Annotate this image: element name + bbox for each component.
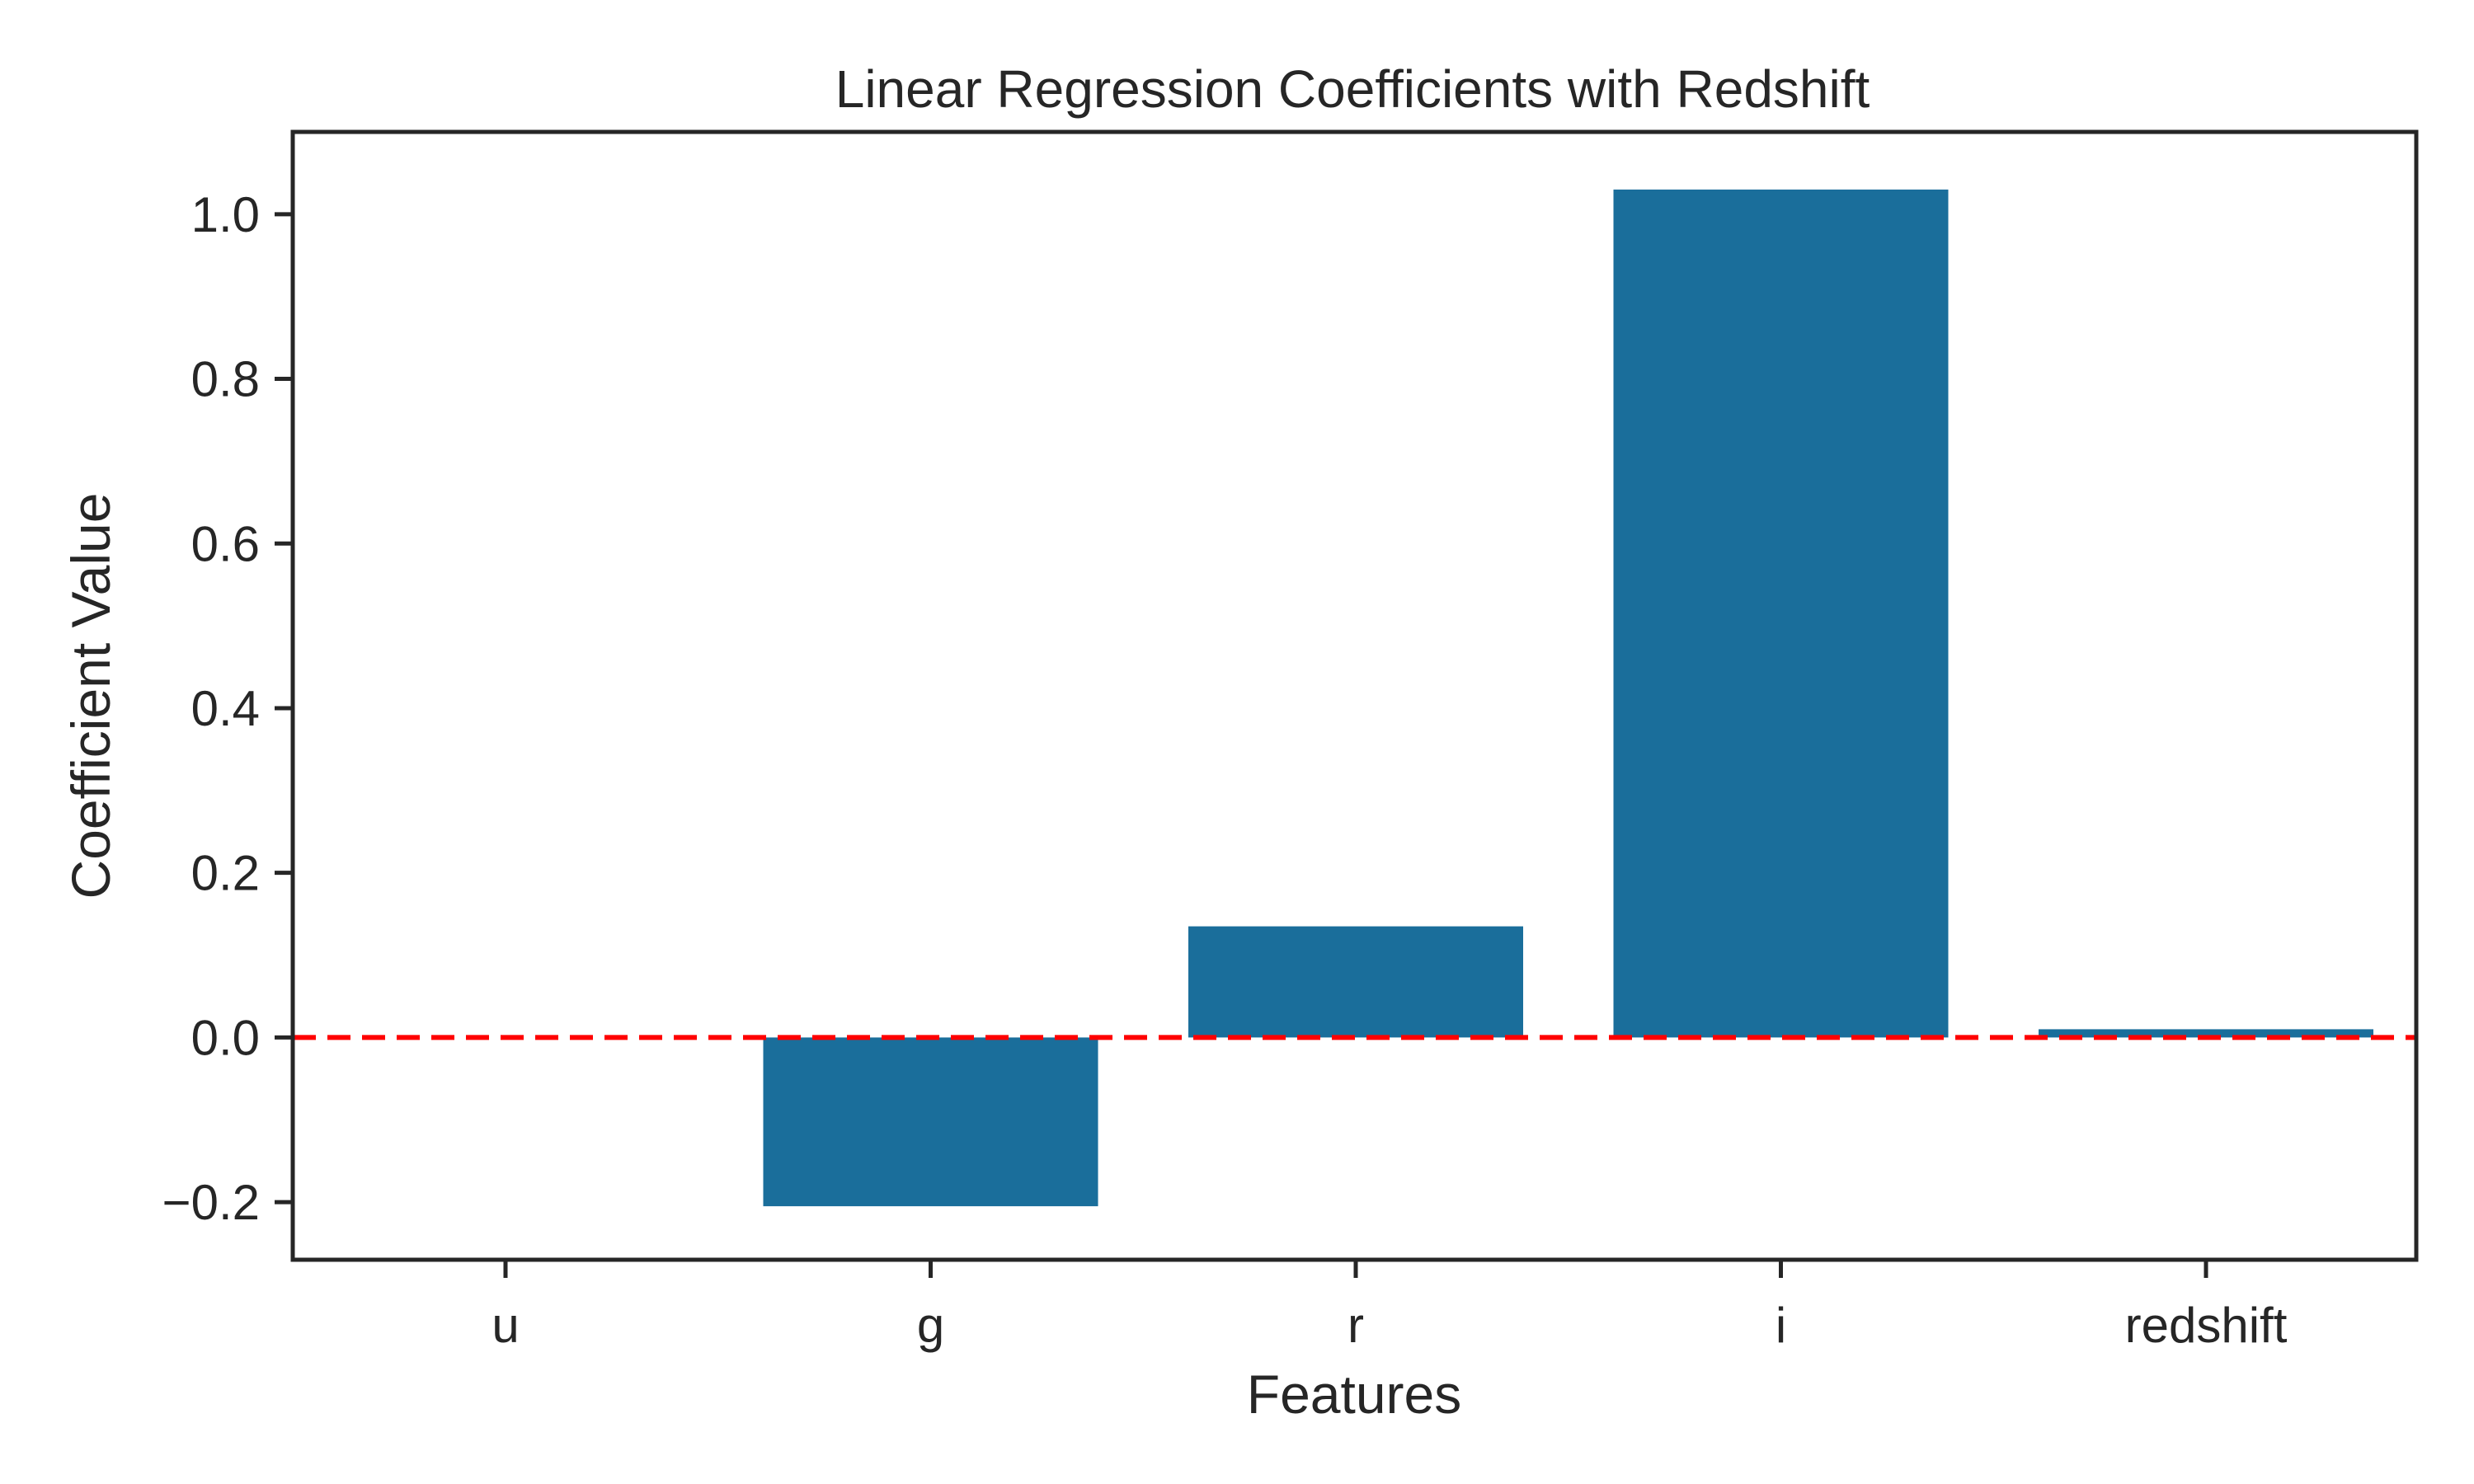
x-tick-label-u: u [492, 1298, 519, 1353]
y-tick-label: 0.6 [191, 516, 260, 571]
chart-title: Linear Regression Coefficients with Reds… [835, 59, 1870, 119]
y-axis-label: Coefficient Value [60, 493, 121, 899]
bar-g [763, 1037, 1098, 1207]
bar-i [1613, 189, 1949, 1038]
bars-group [763, 189, 2373, 1207]
x-tick-label-redshift: redshift [2125, 1298, 2288, 1353]
y-tick-label: 1.0 [191, 187, 260, 242]
x-tick-label-g: g [917, 1298, 944, 1353]
y-tick-label: 0.4 [191, 681, 260, 736]
y-tick-label: 0.0 [191, 1010, 260, 1065]
x-tick-label-i: i [1776, 1298, 1786, 1353]
x-tick-label-r: r [1348, 1298, 1364, 1353]
y-axis-ticks: −0.2 0.0 0.2 0.4 0.6 0.8 1.0 [162, 187, 293, 1230]
x-axis-ticks: u g r i redshift [492, 1260, 2288, 1353]
x-axis-label: Features [1247, 1364, 1461, 1425]
y-tick-label: 0.2 [191, 846, 260, 901]
bar-redshift [2039, 1029, 2373, 1038]
plot-area-frame [290, 129, 2419, 1262]
y-tick-label: −0.2 [162, 1175, 260, 1230]
y-tick-label: 0.8 [191, 352, 260, 407]
bar-r [1188, 926, 1523, 1038]
